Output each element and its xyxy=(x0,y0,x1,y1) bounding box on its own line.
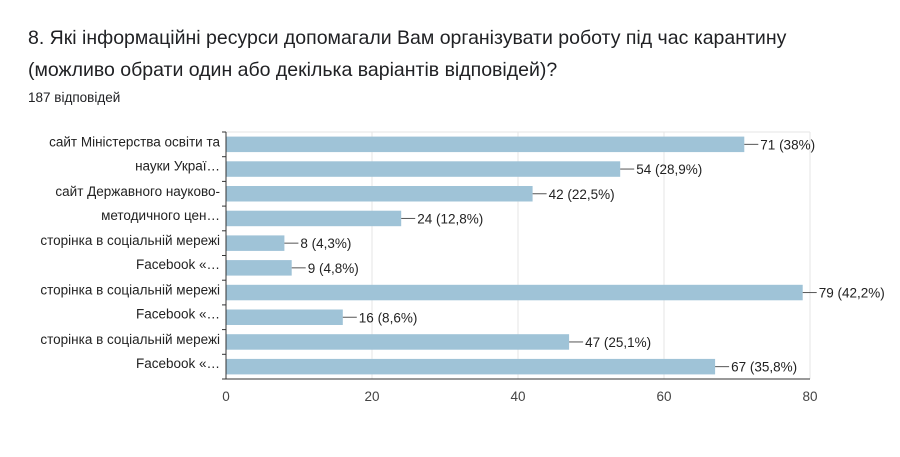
bar xyxy=(226,309,343,325)
category-label: сторінка в соціальній мережі xyxy=(40,233,220,248)
data-label: 16 (8,6%) xyxy=(359,310,418,325)
x-tick-label: 80 xyxy=(802,389,817,404)
category-label: сайт Державного науково- xyxy=(55,184,220,199)
category-label: методичного цен… xyxy=(101,208,220,223)
data-label: 24 (12,8%) xyxy=(417,211,483,226)
bar xyxy=(226,334,570,350)
data-label: 71 (38%) xyxy=(760,137,815,152)
bar xyxy=(226,235,285,251)
bar xyxy=(226,161,621,177)
data-label: 9 (4,8%) xyxy=(308,261,359,276)
x-tick-label: 0 xyxy=(222,389,230,404)
data-label: 79 (42,2%) xyxy=(819,286,885,301)
bar xyxy=(226,260,292,276)
category-label: сайт Міністерства освіти та xyxy=(49,134,220,149)
category-label: сторінка в соціальній мережі xyxy=(40,332,220,347)
bars xyxy=(226,136,817,375)
bar xyxy=(226,136,745,153)
data-label: 42 (22,5%) xyxy=(549,187,615,202)
category-label: сторінка в соціальній мережі xyxy=(40,283,220,298)
data-label: 47 (25,1%) xyxy=(585,335,651,350)
labels: 0 20 40 60 80 71 (38%) 54 (28,9%) 42 (22,5%) 24 … xyxy=(40,134,884,404)
bar xyxy=(226,210,402,227)
x-tick-label: 20 xyxy=(364,389,379,404)
data-label: 67 (35,8%) xyxy=(731,360,797,375)
bar xyxy=(226,358,716,375)
category-label: Facebook «… xyxy=(136,307,220,322)
response-count: 187 відповідей xyxy=(28,90,121,105)
data-label: 8 (4,3%) xyxy=(300,236,351,251)
category-label: науки Украї… xyxy=(135,158,220,173)
data-label: 54 (28,9%) xyxy=(636,162,702,177)
bar xyxy=(226,186,533,202)
category-label: Facebook «… xyxy=(136,257,220,272)
question-title: 8. Які інформаційні ресурси допомагали В… xyxy=(28,27,787,81)
bar xyxy=(226,284,803,301)
category-label: Facebook «… xyxy=(136,356,220,371)
axes xyxy=(222,131,810,380)
x-tick-label: 60 xyxy=(656,389,671,404)
x-tick-label: 40 xyxy=(510,389,525,404)
